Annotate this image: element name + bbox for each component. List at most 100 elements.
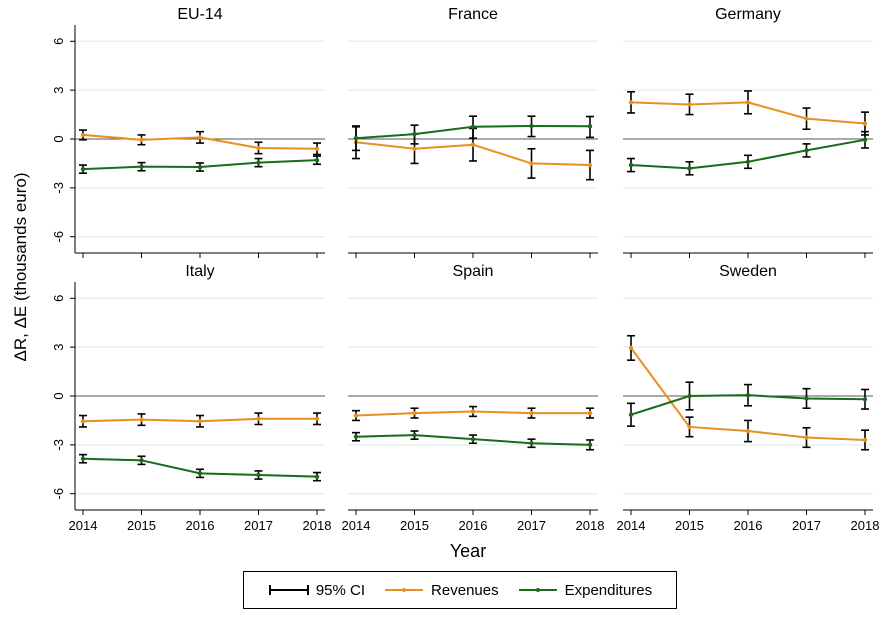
panel-title-eu-14: EU-14 bbox=[177, 6, 222, 23]
x-tick-label: 2016 bbox=[459, 518, 488, 533]
point-revenues bbox=[745, 100, 751, 105]
y-tick-label: -6 bbox=[51, 231, 66, 243]
point-expenditures bbox=[687, 393, 692, 399]
x-tick-label: 2018 bbox=[576, 518, 605, 533]
point-expenditures bbox=[687, 166, 692, 171]
legend-key-ci bbox=[268, 585, 309, 595]
legend-label-revenues: Revenues bbox=[431, 581, 499, 599]
point-revenues bbox=[628, 345, 634, 351]
panel-spain: Spain 2014 2015 2016 2017 2018 bbox=[342, 263, 605, 533]
point-revenues bbox=[412, 146, 417, 151]
point-expenditures bbox=[80, 166, 86, 172]
legend-key-revenues bbox=[385, 588, 424, 592]
point-expenditures bbox=[745, 392, 751, 398]
x-tick-label: 2014 bbox=[342, 518, 371, 533]
legend-label-ci: 95% CI bbox=[315, 581, 366, 599]
point-expenditures bbox=[804, 396, 809, 401]
x-tick-label: 2016 bbox=[186, 518, 215, 533]
point-revenues bbox=[529, 410, 534, 416]
point-revenues bbox=[256, 416, 261, 421]
point-expenditures bbox=[412, 432, 417, 438]
legend-item-ci: 95% CI bbox=[268, 582, 365, 599]
point-revenues bbox=[412, 410, 417, 416]
y-tick-label: 6 bbox=[51, 295, 66, 302]
y-tick-label: 6 bbox=[51, 38, 66, 45]
point-expenditures bbox=[80, 456, 86, 461]
x-axis-title: Year bbox=[450, 541, 486, 561]
x-tick-label: 2015 bbox=[127, 518, 156, 533]
point-revenues bbox=[314, 416, 320, 421]
point-expenditures bbox=[587, 124, 593, 129]
legend-item-revenues: Revenues bbox=[383, 582, 499, 599]
point-revenues bbox=[256, 145, 261, 151]
y-tick-label: 0 bbox=[51, 135, 66, 142]
point-expenditures bbox=[197, 164, 203, 170]
point-expenditures bbox=[862, 397, 868, 402]
point-expenditures bbox=[804, 148, 809, 153]
legend-key-expenditures bbox=[518, 588, 557, 592]
point-revenues bbox=[587, 162, 593, 168]
y-tick-label: -3 bbox=[51, 439, 66, 451]
point-expenditures bbox=[256, 160, 261, 165]
point-expenditures bbox=[314, 157, 320, 163]
x-tick-label: 2017 bbox=[244, 518, 273, 533]
panel-title-italy: Italy bbox=[185, 263, 214, 280]
x-tick-label: 2017 bbox=[517, 518, 546, 533]
point-revenues bbox=[862, 437, 868, 443]
point-expenditures bbox=[353, 135, 359, 141]
point-revenues bbox=[687, 102, 692, 107]
point-expenditures bbox=[529, 441, 534, 446]
x-tick-label: 2017 bbox=[792, 518, 821, 533]
x-tick-label: 2015 bbox=[675, 518, 704, 533]
point-revenues bbox=[804, 116, 809, 121]
y-tick-label: 0 bbox=[51, 392, 66, 399]
panel-france: France bbox=[348, 6, 598, 258]
point-expenditures bbox=[470, 436, 476, 442]
point-revenues bbox=[470, 142, 476, 147]
point-revenues bbox=[139, 417, 144, 422]
x-tick-label: 2018 bbox=[851, 518, 880, 533]
point-revenues bbox=[314, 146, 320, 151]
point-expenditures bbox=[412, 131, 417, 137]
panel-title-france: France bbox=[448, 6, 498, 23]
point-expenditures bbox=[314, 474, 320, 479]
point-revenues bbox=[80, 132, 86, 138]
point-revenues bbox=[470, 409, 476, 414]
point-revenues bbox=[197, 419, 203, 424]
y-tick-label: 3 bbox=[51, 87, 66, 94]
x-tick-label: 2014 bbox=[69, 518, 98, 533]
point-revenues bbox=[353, 413, 359, 418]
point-revenues bbox=[804, 435, 809, 440]
point-expenditures bbox=[628, 162, 634, 168]
point-revenues bbox=[139, 137, 144, 143]
panel-italy: Italy 6 3 0 -3 -6 2014 2015 2016 2017 2018 bbox=[51, 263, 331, 533]
point-revenues bbox=[197, 135, 203, 140]
legend-item-expenditures: Expenditures bbox=[517, 582, 652, 599]
y-tick-label: -3 bbox=[51, 182, 66, 194]
panel-title-sweden: Sweden bbox=[719, 263, 777, 280]
point-expenditures bbox=[529, 123, 534, 129]
point-expenditures bbox=[745, 159, 751, 164]
x-tick-label: 2015 bbox=[400, 518, 429, 533]
x-tick-label: 2016 bbox=[734, 518, 763, 533]
point-expenditures bbox=[628, 412, 634, 417]
panel-title-spain: Spain bbox=[453, 263, 494, 280]
panel-title-germany: Germany bbox=[715, 6, 781, 23]
panel-sweden: Sweden 2014 2015 2016 2017 2018 bbox=[617, 263, 880, 533]
point-expenditures bbox=[139, 164, 144, 169]
x-tick-label: 2018 bbox=[303, 518, 332, 533]
point-expenditures bbox=[197, 471, 203, 476]
point-expenditures bbox=[256, 472, 261, 478]
panel-germany: Germany bbox=[623, 6, 873, 258]
y-axis-title: ΔR, ΔE (thousands euro) bbox=[11, 172, 30, 361]
point-revenues bbox=[587, 410, 593, 416]
point-expenditures bbox=[139, 458, 144, 463]
point-expenditures bbox=[470, 124, 476, 129]
point-expenditures bbox=[862, 137, 868, 143]
y-tick-label: -6 bbox=[51, 488, 66, 500]
y-tick-label: 3 bbox=[51, 344, 66, 351]
x-tick-label: 2014 bbox=[617, 518, 646, 533]
panel-eu-14: EU-14 6 3 0 -3 -6 bbox=[51, 6, 325, 258]
